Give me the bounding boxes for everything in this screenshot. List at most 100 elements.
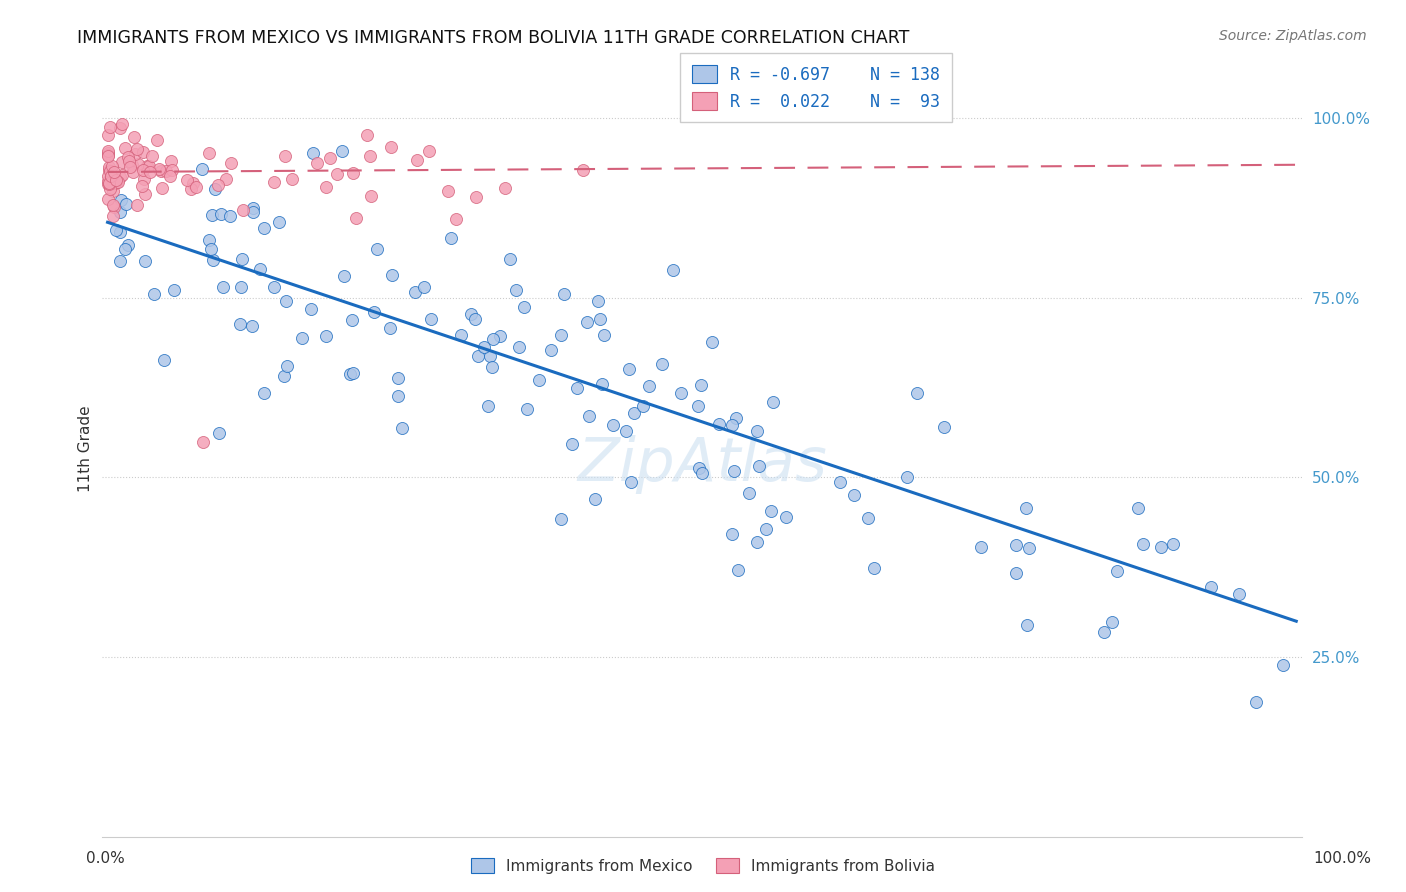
Point <box>274 293 297 308</box>
Point <box>305 156 328 170</box>
Point <box>671 386 693 401</box>
Point <box>207 178 229 192</box>
Point <box>211 280 233 294</box>
Point <box>107 175 129 189</box>
Point <box>120 160 142 174</box>
Point <box>134 254 156 268</box>
Point <box>513 300 536 314</box>
Point <box>616 424 638 438</box>
Point <box>101 174 124 188</box>
Point <box>276 359 298 374</box>
Point <box>114 242 136 256</box>
Point <box>420 312 443 326</box>
Point <box>896 469 918 483</box>
Point <box>232 203 254 218</box>
Point <box>465 189 488 203</box>
Point <box>135 159 157 173</box>
Point <box>690 378 713 392</box>
Point <box>488 328 510 343</box>
Point <box>122 165 145 179</box>
Point <box>775 509 797 524</box>
Point <box>108 170 131 185</box>
Point <box>359 149 381 163</box>
Point <box>253 386 276 401</box>
Point <box>253 220 276 235</box>
Point <box>117 150 139 164</box>
Point <box>127 197 149 211</box>
Point <box>209 207 232 221</box>
Point <box>856 511 879 525</box>
Point <box>155 164 177 178</box>
Point <box>550 512 572 526</box>
Point <box>108 204 131 219</box>
Point <box>499 252 522 267</box>
Point <box>114 141 136 155</box>
Point <box>356 128 378 142</box>
Point <box>330 145 353 159</box>
Point <box>176 173 198 187</box>
Point <box>121 158 143 172</box>
Point <box>366 243 388 257</box>
Point <box>747 535 769 549</box>
Point <box>229 280 252 294</box>
Point <box>527 373 550 387</box>
Point <box>127 142 149 156</box>
Point <box>101 198 124 212</box>
Point <box>1004 539 1026 553</box>
Point <box>482 332 505 346</box>
Text: 0.0%: 0.0% <box>86 852 125 866</box>
Point <box>690 466 713 480</box>
Point <box>418 145 440 159</box>
Point <box>863 561 886 575</box>
Point <box>131 179 153 194</box>
Point <box>242 201 264 215</box>
Point <box>1126 501 1149 516</box>
Point <box>1017 618 1039 632</box>
Point <box>561 437 583 451</box>
Point <box>1246 695 1268 709</box>
Point <box>97 174 120 188</box>
Point <box>905 386 928 401</box>
Point <box>315 180 337 194</box>
Point <box>481 359 503 374</box>
Point <box>202 252 225 267</box>
Point <box>240 319 263 334</box>
Point <box>139 164 162 178</box>
Point <box>110 121 132 136</box>
Point <box>98 182 121 196</box>
Point <box>101 209 124 223</box>
Point <box>1092 624 1115 639</box>
Point <box>686 399 709 413</box>
Point <box>273 369 295 384</box>
Point <box>1272 658 1295 673</box>
Point <box>215 171 238 186</box>
Point <box>111 117 134 131</box>
Point <box>134 172 156 186</box>
Point <box>132 145 155 159</box>
Point <box>1101 615 1123 629</box>
Point <box>413 280 436 294</box>
Point <box>450 328 472 343</box>
Point <box>231 252 253 266</box>
Point <box>540 343 562 357</box>
Point <box>567 381 589 395</box>
Point <box>148 162 170 177</box>
Point <box>204 182 226 196</box>
Point <box>101 159 124 173</box>
Point <box>1201 580 1223 594</box>
Point <box>342 366 364 380</box>
Point <box>97 128 120 142</box>
Point <box>723 464 745 478</box>
Point <box>707 417 730 431</box>
Point <box>107 175 129 189</box>
Point <box>700 335 723 350</box>
Point <box>184 180 207 194</box>
Point <box>508 340 530 354</box>
Point <box>844 488 866 502</box>
Text: ZipAtlas: ZipAtlas <box>576 434 827 494</box>
Point <box>201 208 224 222</box>
Point <box>460 306 482 320</box>
Point <box>1018 541 1040 555</box>
Point <box>134 186 156 201</box>
Point <box>150 164 173 178</box>
